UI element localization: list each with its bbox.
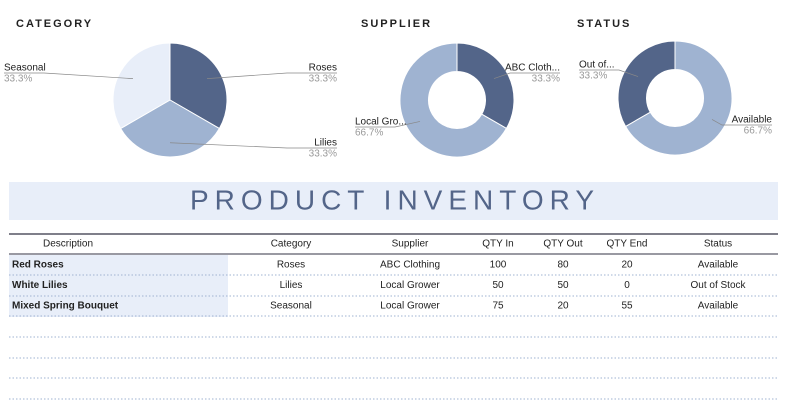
slice-label: Roses <box>309 63 337 74</box>
banner-title: PRODUCT INVENTORY <box>190 184 600 215</box>
table-cell: 0 <box>624 280 630 291</box>
column-header: QTY End <box>607 239 648 250</box>
row-rules <box>9 274 778 400</box>
chart-title: CATEGORY <box>16 18 93 30</box>
row-description: White Lilies <box>12 280 68 291</box>
slice-label: Local Gro... <box>355 117 407 128</box>
column-header: QTY In <box>482 239 514 250</box>
slice-value-label: 33.3% <box>309 74 337 85</box>
slice-value-label: 66.7% <box>355 128 383 139</box>
slice-label: Lilies <box>314 138 337 149</box>
row-description: Red Roses <box>12 260 64 271</box>
leader-line <box>206 72 337 79</box>
chart-title: SUPPLIER <box>361 18 432 30</box>
table-cell: Roses <box>277 260 305 271</box>
column-header: QTY Out <box>543 239 582 250</box>
table-cell: 55 <box>621 301 633 312</box>
leader-line <box>169 142 337 149</box>
desc-bg <box>9 255 228 317</box>
table-cell: Local Grower <box>380 301 440 312</box>
slice-value-label: 33.3% <box>532 74 560 85</box>
table-cell: 75 <box>492 301 504 312</box>
table-cell: Available <box>698 301 739 312</box>
leader-line <box>493 72 560 79</box>
leader-line <box>4 72 133 79</box>
table-cell: Lilies <box>280 280 303 291</box>
table-cell: 80 <box>557 260 569 271</box>
slice-label: Out of... <box>579 60 615 71</box>
table-cell: 20 <box>557 301 569 312</box>
table-cell: 20 <box>621 260 633 271</box>
slice-value-label: 33.3% <box>579 71 607 82</box>
pie-slice <box>112 42 171 130</box>
pie-slice <box>456 42 515 130</box>
slice-value-label: 33.3% <box>4 74 32 85</box>
leader-line <box>711 119 772 126</box>
slice-label: ABC Cloth... <box>505 63 560 74</box>
table-cell: 50 <box>557 280 569 291</box>
table-cell: Available <box>698 260 739 271</box>
table-cell: 100 <box>490 260 507 271</box>
banner-bg <box>9 182 778 220</box>
pie-slice <box>169 42 228 130</box>
table-cell: Out of Stock <box>690 280 746 291</box>
column-header: Description <box>43 239 93 250</box>
row-description: Mixed Spring Bouquet <box>12 301 119 312</box>
column-header: Status <box>704 239 732 250</box>
table-cell: Seasonal <box>270 301 312 312</box>
pie-slice <box>399 42 508 158</box>
slice-value-label: 66.7% <box>744 126 772 137</box>
leader-line <box>355 121 421 128</box>
column-header: Supplier <box>392 239 429 250</box>
leader-line <box>579 69 639 77</box>
table-cell: ABC Clothing <box>380 260 440 271</box>
table-cell: Local Grower <box>380 280 440 291</box>
chart-title: STATUS <box>577 18 631 30</box>
pie-slice <box>119 99 221 158</box>
column-header: Category <box>271 239 312 250</box>
table-cell: 50 <box>492 280 504 291</box>
slice-label: Seasonal <box>4 63 46 74</box>
pie-slice <box>624 40 733 156</box>
slice-value-label: 33.3% <box>309 149 337 160</box>
slice-label: Available <box>732 115 773 126</box>
pie-slice <box>617 40 676 128</box>
